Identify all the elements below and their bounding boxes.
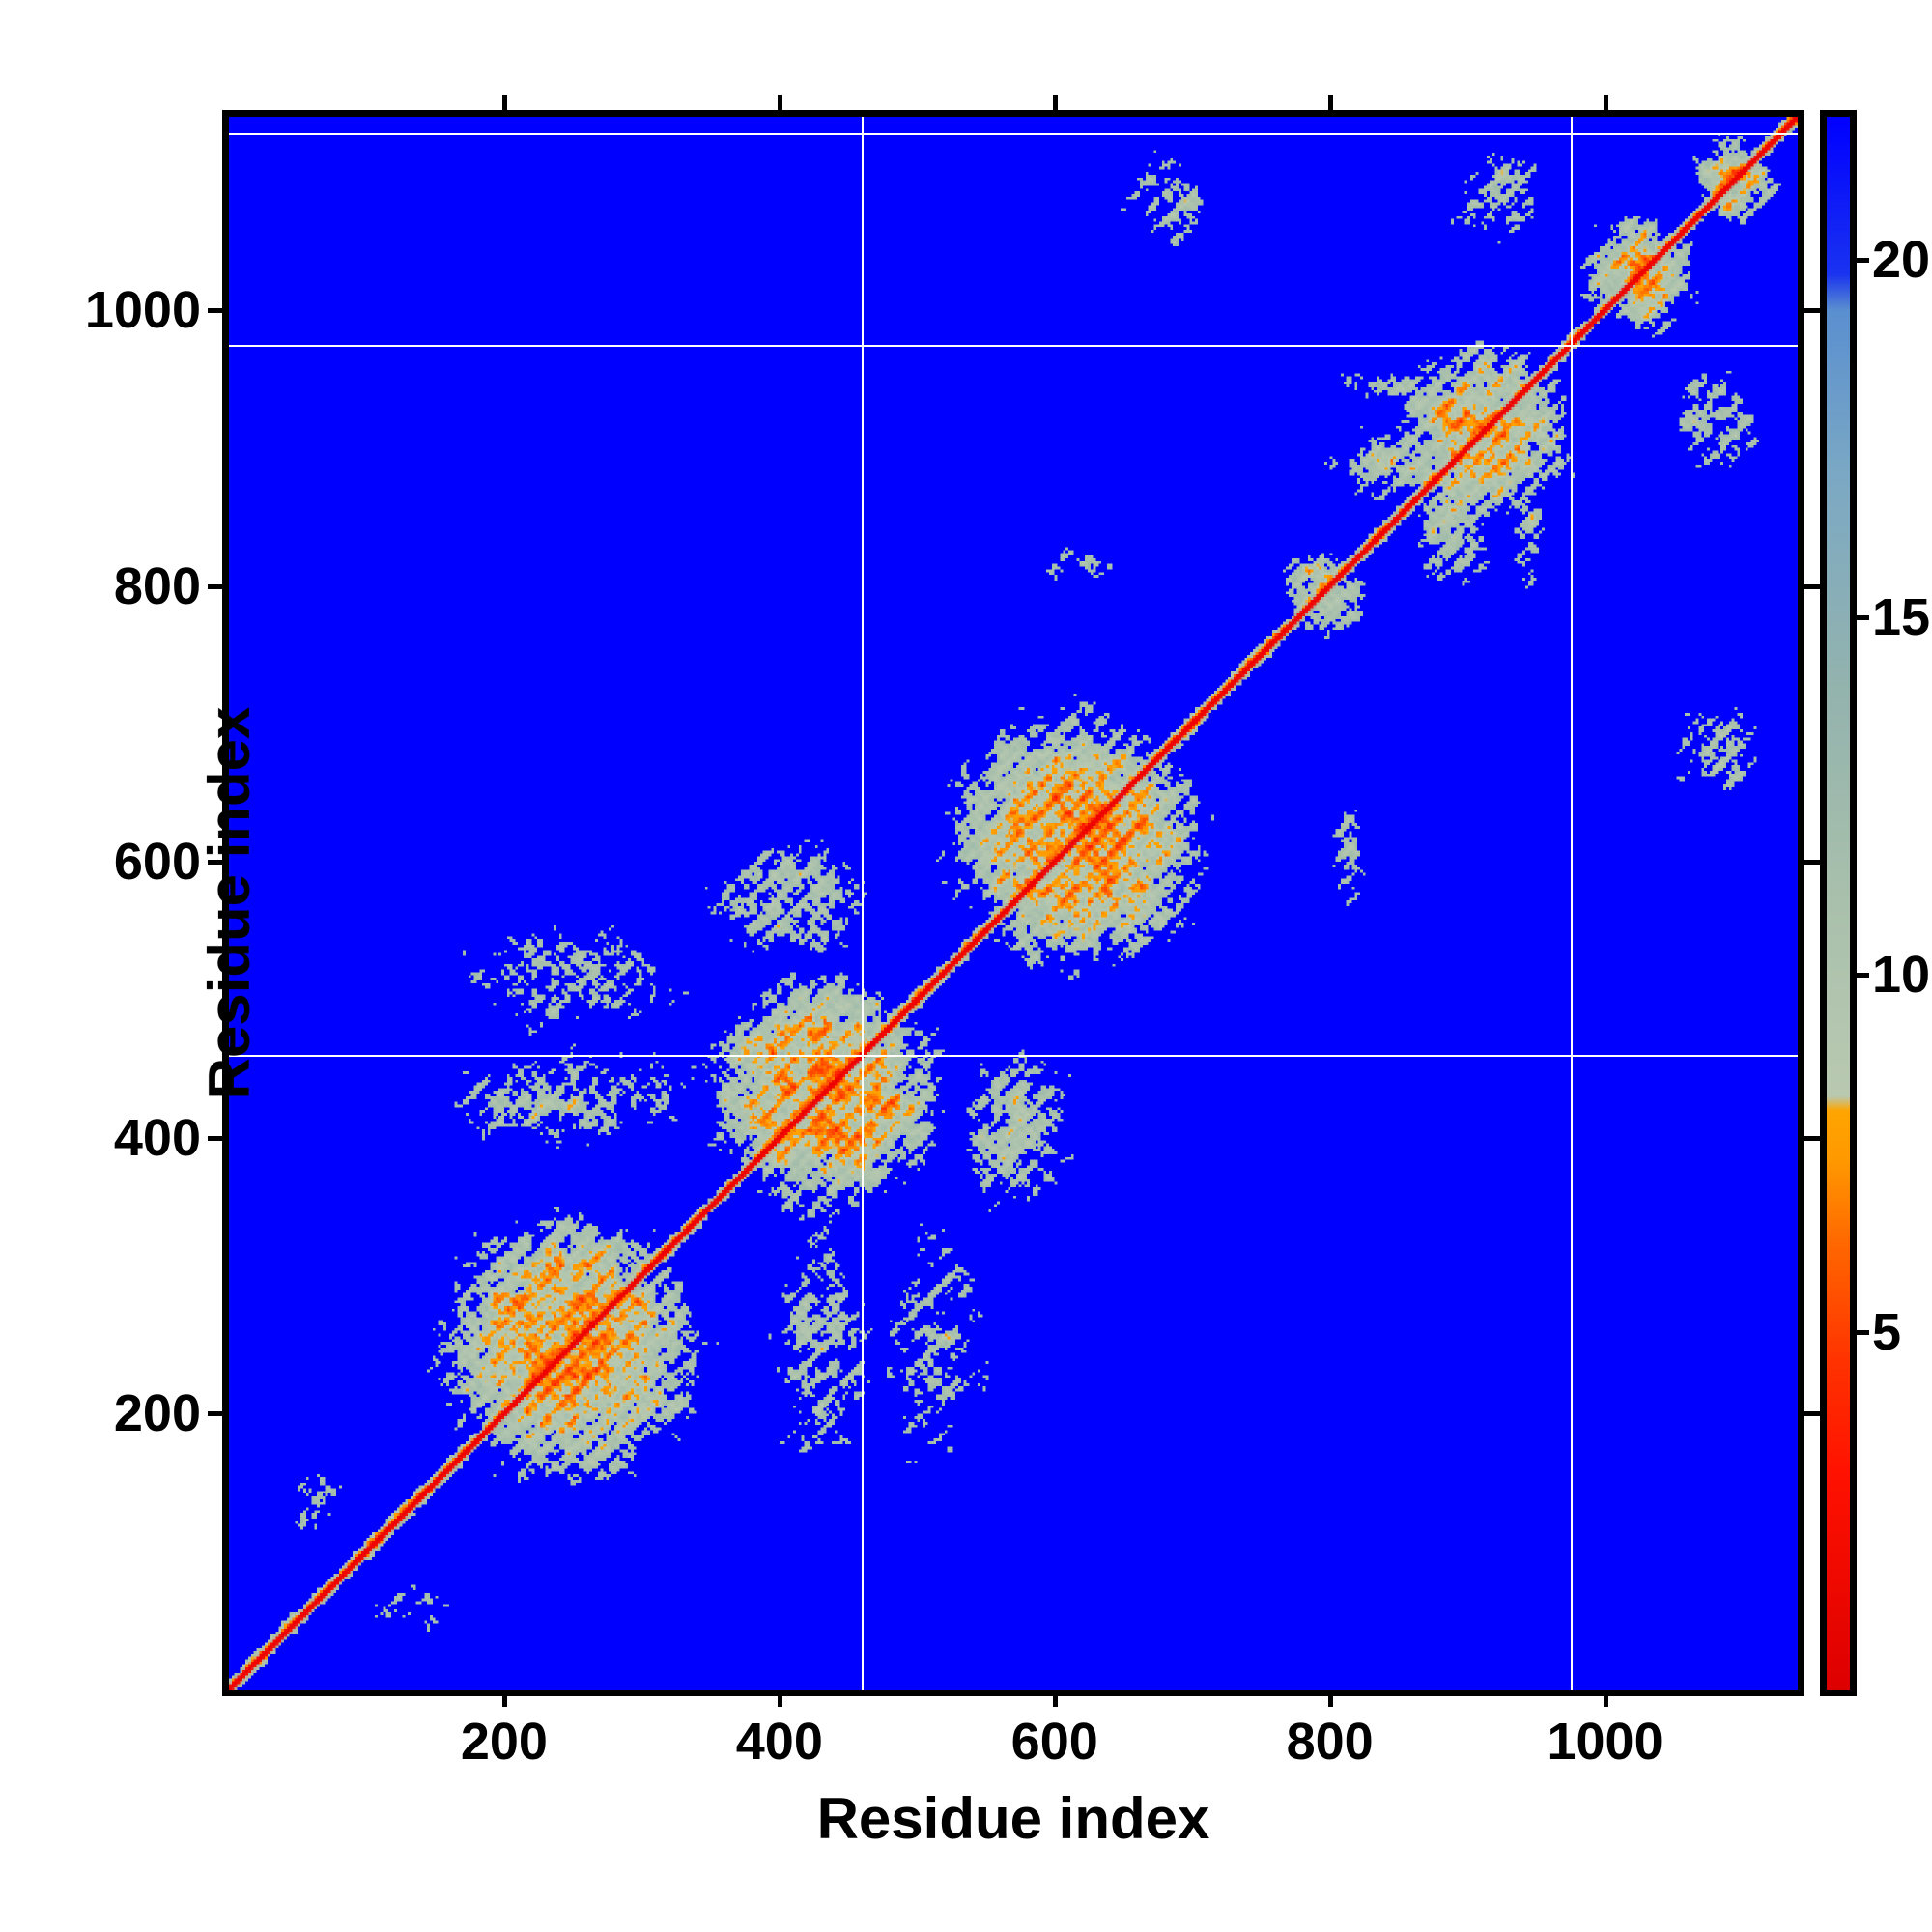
y-tick-left-600: [208, 860, 224, 866]
x-tick-top-600: [1052, 95, 1058, 111]
y-tick-right-200: [1804, 1411, 1821, 1417]
y-tick-label-800: 800: [113, 556, 201, 615]
x-tick-bottom-1000: [1603, 1690, 1608, 1707]
x-tick-top-200: [501, 95, 507, 111]
y-tick-label-600: 600: [113, 833, 201, 892]
x-tick-top-1000: [1603, 95, 1608, 111]
y-tick-right-600: [1804, 860, 1821, 866]
colorbar-tick-label-15: 15: [1872, 588, 1931, 646]
x-tick-bottom-800: [1327, 1690, 1333, 1707]
y-tick-right-1000: [1804, 307, 1821, 313]
y-tick-left-800: [208, 583, 224, 589]
x-tick-label-400: 400: [735, 1713, 823, 1771]
y-tick-left-200: [208, 1411, 224, 1417]
y-axis-title: Residue index: [196, 706, 262, 1100]
colorbar-tick-label-20: 20: [1872, 231, 1931, 289]
y-tick-right-800: [1804, 583, 1821, 589]
x-tick-top-400: [777, 95, 782, 111]
x-tick-label-800: 800: [1286, 1713, 1374, 1771]
x-tick-bottom-600: [1052, 1690, 1058, 1707]
colorbar-tick-label-10: 10: [1872, 946, 1931, 1004]
colorbar-tick-10: [1857, 973, 1869, 978]
x-tick-label-200: 200: [460, 1713, 548, 1771]
colorbar-tick-label-5: 5: [1872, 1303, 1902, 1361]
x-tick-bottom-400: [777, 1690, 782, 1707]
distance-matrix-heatmap: [229, 117, 1798, 1690]
y-tick-label-200: 200: [113, 1384, 201, 1443]
colorbar-gradient: [1827, 117, 1850, 1690]
colorbar: [1820, 110, 1857, 1696]
x-tick-label-600: 600: [1010, 1713, 1098, 1771]
x-tick-top-800: [1327, 95, 1333, 111]
colorbar-tick-5: [1857, 1330, 1869, 1335]
y-tick-label-1000: 1000: [84, 280, 201, 339]
colorbar-tick-20: [1857, 258, 1869, 263]
colorbar-tick-15: [1857, 615, 1869, 620]
y-tick-label-400: 400: [113, 1108, 201, 1167]
y-tick-right-400: [1804, 1135, 1821, 1141]
x-axis-title: Residue index: [816, 1786, 1210, 1851]
y-tick-left-1000: [208, 307, 224, 313]
x-tick-label-1000: 1000: [1547, 1713, 1663, 1771]
y-tick-left-400: [208, 1135, 224, 1141]
distance-map-plot-area: [222, 110, 1804, 1696]
x-tick-bottom-200: [501, 1690, 507, 1707]
